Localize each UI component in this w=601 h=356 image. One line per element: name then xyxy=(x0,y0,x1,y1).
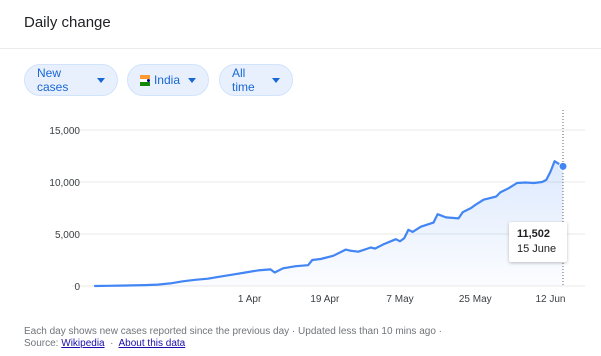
data-point-tooltip: 11,502 15 June xyxy=(509,222,567,262)
y-tick-label: 15,000 xyxy=(49,126,80,137)
region-dropdown-label: India xyxy=(153,73,180,87)
wikipedia-link[interactable]: Wikipedia xyxy=(61,338,105,349)
range-dropdown-label: All time xyxy=(232,66,255,94)
data-point-marker xyxy=(558,161,568,171)
title-divider xyxy=(0,48,601,49)
footer-separator: · xyxy=(107,338,117,349)
caret-down-icon xyxy=(97,77,105,83)
x-tick-label: 7 May xyxy=(386,294,413,305)
caret-down-icon xyxy=(272,77,280,83)
chart-footer: Each day shows new cases reported since … xyxy=(24,326,442,350)
y-tick-label: 5,000 xyxy=(55,230,80,241)
caret-down-icon xyxy=(188,77,196,83)
metric-dropdown[interactable]: New cases xyxy=(24,64,118,96)
footer-note: Each day shows new cases reported since … xyxy=(24,326,443,337)
x-tick-label: 1 Apr xyxy=(238,294,262,305)
series-area xyxy=(95,161,563,286)
tooltip-date: 15 June xyxy=(517,243,557,255)
region-dropdown[interactable]: India xyxy=(127,64,209,96)
series-line xyxy=(93,160,565,288)
daily-change-chart[interactable]: 0 5,000 10,000 15,000 1 Apr 19 Apr 7 May 25 May… xyxy=(0,110,601,310)
india-flag-icon xyxy=(140,74,150,86)
x-tick-label: 25 May xyxy=(459,294,492,305)
y-tick-label: 10,000 xyxy=(49,178,80,189)
tooltip-value: 11,502 xyxy=(517,228,551,240)
range-dropdown[interactable]: All time xyxy=(219,64,293,96)
metric-dropdown-label: New cases xyxy=(37,66,69,94)
about-data-link[interactable]: About this data xyxy=(118,338,186,349)
source-prefix: Source: xyxy=(24,338,59,349)
y-tick-label: 0 xyxy=(74,282,80,293)
x-tick-label: 12 Jun xyxy=(535,294,565,305)
card-title: Daily change xyxy=(24,14,111,31)
x-tick-label: 19 Apr xyxy=(310,294,340,305)
